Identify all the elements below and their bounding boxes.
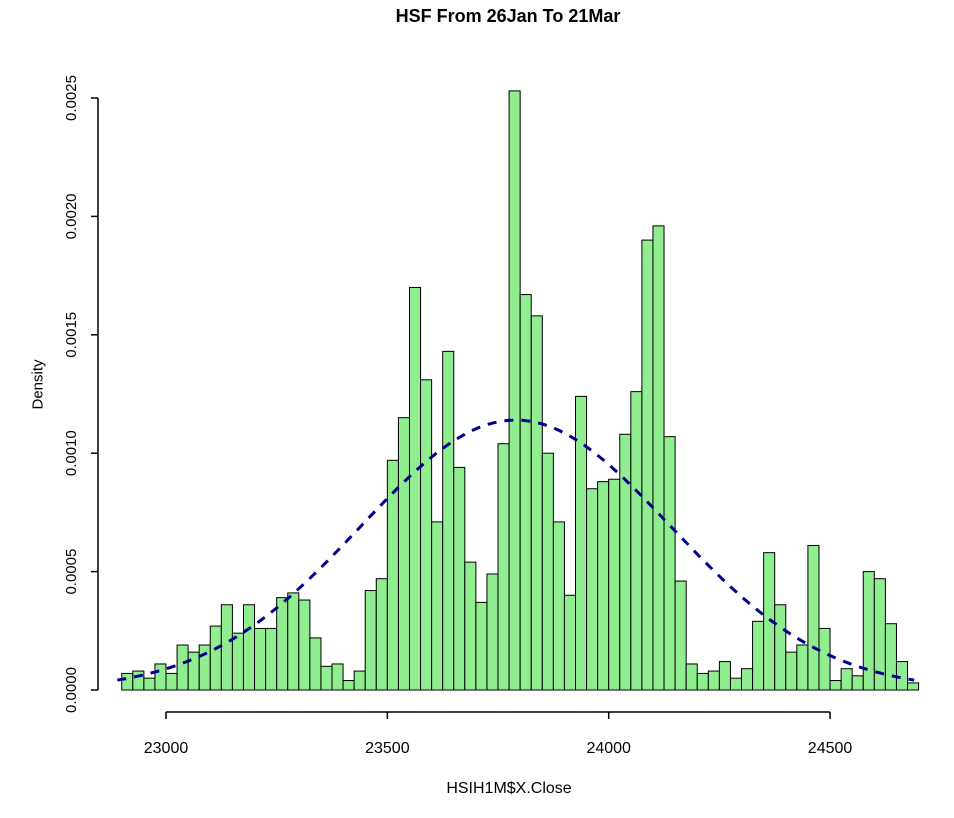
histogram-bar [464, 561, 477, 691]
histogram-bar [530, 315, 543, 691]
y-tick-label: 0.0005 [63, 549, 80, 595]
histogram-bar [663, 436, 676, 691]
histogram-bar [774, 604, 787, 691]
histogram-bar [652, 225, 665, 691]
histogram-bar [519, 294, 532, 691]
histogram-bar [907, 682, 920, 691]
histogram-bar [508, 90, 521, 691]
histogram-bar [707, 670, 720, 691]
histogram-bar [431, 521, 444, 691]
histogram-bar [187, 651, 200, 691]
histogram-bar [375, 578, 388, 691]
histogram-bar [420, 379, 433, 691]
histogram-bar [840, 668, 853, 691]
histogram-bar [829, 680, 842, 691]
histogram-bar [696, 672, 709, 691]
histogram-bar [242, 604, 256, 691]
histogram-bar [254, 627, 267, 691]
histogram-bar [143, 677, 156, 691]
histogram-bar [807, 545, 820, 691]
histogram-bar [353, 670, 366, 691]
histogram-bar [752, 620, 765, 691]
histogram-bar [796, 644, 809, 691]
histogram-bar [563, 594, 576, 691]
histogram-bar [785, 651, 798, 691]
histogram-bar [320, 665, 333, 691]
x-tick-label: 23000 [144, 740, 189, 757]
histogram-bar [862, 571, 875, 691]
histogram-bar [729, 677, 743, 691]
normal-density-curve [117, 418, 915, 682]
histogram-bar [386, 459, 399, 691]
histogram-bar [718, 661, 731, 691]
histogram-bar [884, 623, 897, 691]
histogram-bar [265, 627, 278, 691]
histogram-bar [442, 350, 455, 691]
histogram-bar [608, 478, 621, 691]
histogram-bar [541, 452, 554, 691]
y-tick-label: 0.0025 [63, 75, 80, 121]
histogram-bar [641, 239, 654, 691]
y-tick-label: 0.0000 [63, 667, 80, 713]
histogram-bar [231, 632, 244, 691]
histogram-bar [486, 573, 499, 691]
histogram-bar [851, 675, 864, 691]
histogram-bar [475, 601, 488, 691]
histogram-bar [364, 590, 377, 691]
histogram-bar [121, 672, 134, 691]
histogram-bar [408, 286, 422, 691]
y-tick-label: 0.0015 [63, 312, 80, 358]
x-tick-label: 24500 [808, 740, 853, 757]
histogram-bar [552, 521, 565, 691]
x-tick-label: 23500 [365, 740, 410, 757]
histogram-bar [209, 625, 222, 691]
histogram-bar [586, 488, 599, 691]
histogram-bar [165, 672, 178, 691]
x-tick-label: 24000 [586, 740, 631, 757]
histogram-bar [287, 592, 300, 691]
histogram-bar [741, 668, 754, 691]
histogram-bar [331, 663, 344, 691]
histogram-bar [597, 481, 610, 691]
x-axis-title: HSIH1M$X.Close [446, 780, 572, 797]
histogram-bar [685, 663, 698, 691]
y-tick-label: 0.0020 [63, 193, 80, 239]
y-axis-title: Density [29, 359, 47, 410]
y-tick-label: 0.0010 [63, 430, 80, 476]
histogram-bar [342, 680, 355, 691]
histogram-bar [630, 391, 643, 691]
histogram-bar [309, 637, 322, 691]
histogram-bar [818, 627, 831, 691]
histogram-bar [397, 417, 410, 691]
histogram-bar [276, 597, 289, 691]
histogram-bar [497, 443, 510, 691]
histogram-bar [674, 580, 687, 691]
histogram-bar [154, 663, 167, 691]
chart-title: HSF From 26Jan To 21Mar [395, 6, 621, 26]
histogram-bar [198, 644, 211, 691]
histogram-bar [619, 433, 632, 691]
histogram-bar [298, 599, 311, 691]
histogram-bar [220, 604, 233, 691]
histogram-bar [176, 644, 189, 691]
histogram-bar [453, 466, 466, 691]
